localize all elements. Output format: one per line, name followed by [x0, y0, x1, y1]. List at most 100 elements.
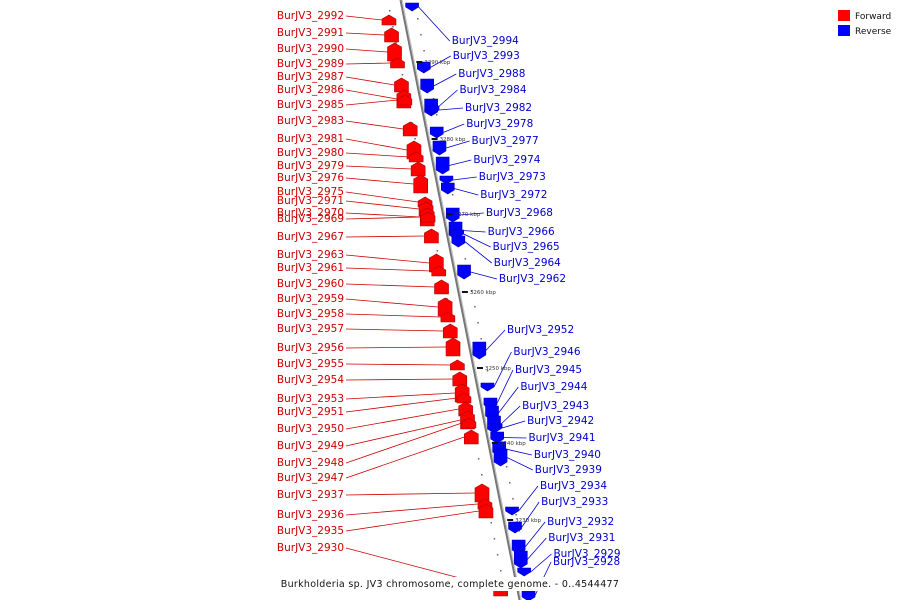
forward-gene-arrow: [434, 279, 449, 295]
tick-dot: [436, 114, 438, 116]
forward-gene-connector: [345, 138, 408, 151]
forward-gene-connector: [345, 328, 444, 332]
tick-dot: [480, 338, 482, 340]
forward-gene-label: BurJV3_2956: [277, 342, 344, 354]
scale-tick: [446, 213, 453, 215]
tick-dot: [509, 482, 511, 484]
forward-gene-connector: [345, 120, 404, 130]
forward-gene-label: BurJV3_2953: [277, 393, 344, 405]
reverse-gene-label: BurJV3_2968: [486, 207, 553, 219]
forward-gene-connector: [345, 397, 457, 413]
forward-gene-connector: [345, 177, 414, 185]
forward-gene-label: BurJV3_2989: [277, 58, 344, 70]
reverse-gene-arrow: [508, 521, 522, 534]
reverse-gene-arrow: [435, 156, 450, 175]
forward-gene-connector: [345, 165, 412, 170]
reverse-gene-connector: [501, 420, 526, 429]
tick-dot: [451, 194, 454, 196]
forward-gene-label: BurJV3_2963: [277, 249, 344, 261]
reverse-gene-connector: [430, 55, 451, 68]
forward-gene-arrow: [478, 503, 494, 519]
tick-dot: [505, 466, 508, 468]
reverse-gene-connector: [526, 537, 547, 560]
forward-gene-arrow: [456, 392, 472, 404]
tick-dot: [420, 34, 422, 36]
tick-dot: [477, 322, 479, 324]
forward-gene-arrow: [397, 94, 413, 106]
reverse-gene-label: BurJV3_2931: [548, 532, 615, 544]
forward-gene-arrow: [402, 121, 418, 137]
reverse-gene-label: BurJV3_2974: [473, 154, 540, 166]
forward-gene-label: BurJV3_2935: [277, 525, 344, 537]
reverse-gene-connector: [445, 140, 470, 149]
tick-dot: [493, 538, 496, 540]
forward-gene-label: BurJV3_2959: [277, 293, 344, 305]
tick-dot: [401, 74, 404, 76]
caption-background: [290, 577, 610, 591]
forward-gene-arrow: [424, 228, 439, 244]
reverse-gene-connector: [464, 241, 493, 264]
reverse-gene-arrow: [429, 126, 444, 139]
forward-gene-connector: [345, 363, 451, 366]
forward-gene-connector: [345, 99, 398, 106]
tick-dot: [416, 18, 419, 20]
forward-gene-connector: [345, 212, 421, 218]
forward-gene-label: BurJV3_2936: [277, 509, 344, 521]
tick-dot: [474, 306, 476, 308]
reverse-gene-label: BurJV3_2964: [494, 257, 561, 269]
reverse-gene-connector: [505, 448, 532, 456]
gene-features: [381, 2, 536, 602]
forward-gene-arrow: [387, 42, 402, 62]
tick-dot: [464, 258, 467, 260]
backbone-line: [399, 0, 522, 601]
reverse-gene-label: BurJV3_2939: [535, 464, 602, 476]
forward-gene-label: BurJV3_2955: [277, 358, 344, 370]
legend-swatch-reverse: [838, 25, 850, 36]
reverse-gene-connector: [493, 351, 512, 388]
backbone-highlight: [401, 0, 522, 601]
forward-gene-label: BurJV3_2976: [277, 172, 344, 184]
reverse-gene-arrow: [420, 78, 434, 94]
reverse-gene-label: BurJV3_2988: [458, 68, 525, 80]
reverse-gene-connector: [485, 329, 506, 351]
forward-gene-label: BurJV3_2971: [277, 195, 344, 207]
reverse-gene-label: BurJV3_2941: [528, 432, 595, 444]
reverse-gene-label: BurJV3_2972: [480, 189, 547, 201]
reverse-gene-arrow: [425, 105, 440, 115]
reverse-gene-connector: [503, 437, 527, 439]
forward-gene-label: BurJV3_2980: [277, 147, 344, 159]
forward-gene-label: BurJV3_2992: [277, 10, 344, 22]
forward-gene-label: BurJV3_2969: [277, 213, 344, 225]
reverse-gene-connector: [443, 123, 465, 133]
scale-label: 3240 kbp: [500, 441, 526, 447]
forward-gene-label: BurJV3_2991: [277, 27, 344, 39]
forward-gene-arrow: [431, 265, 447, 277]
reverse-gene-arrow: [488, 423, 503, 433]
reverse-gene-label: BurJV3_2978: [466, 118, 533, 130]
forward-gene-connector: [345, 313, 441, 318]
reverse-gene-arrow: [451, 235, 466, 248]
reverse-gene-arrow: [513, 550, 528, 569]
forward-gene-label: BurJV3_2961: [277, 262, 344, 274]
reverse-gene-arrow: [517, 567, 531, 577]
forward-gene-arrow: [394, 77, 409, 93]
forward-gene-label: BurJV3_2970: [277, 207, 344, 219]
reverse-gene-arrow: [521, 589, 536, 602]
forward-gene-label: BurJV3_2986: [277, 84, 344, 96]
tick-dot: [392, 26, 394, 28]
forward-gene-label: BurJV3_2947: [277, 472, 344, 484]
forward-gene-label: BurJV3_2979: [277, 160, 344, 172]
tick-dot: [496, 554, 499, 556]
reverse-gene-arrow: [472, 341, 487, 360]
reverse-gene-label: BurJV3_2982: [465, 102, 532, 114]
label-connectors: [345, 6, 552, 596]
forward-gene-label: BurJV3_2930: [277, 542, 344, 554]
forward-gene-connector: [345, 89, 397, 100]
reverse-gene-connector: [437, 89, 458, 108]
reverse-gene-label: BurJV3_2943: [522, 400, 589, 412]
forward-gene-label: BurJV3_2954: [277, 374, 344, 386]
forward-gene-connector: [345, 48, 388, 53]
forward-gene-arrow: [461, 417, 477, 429]
forward-gene-arrow: [408, 151, 424, 163]
